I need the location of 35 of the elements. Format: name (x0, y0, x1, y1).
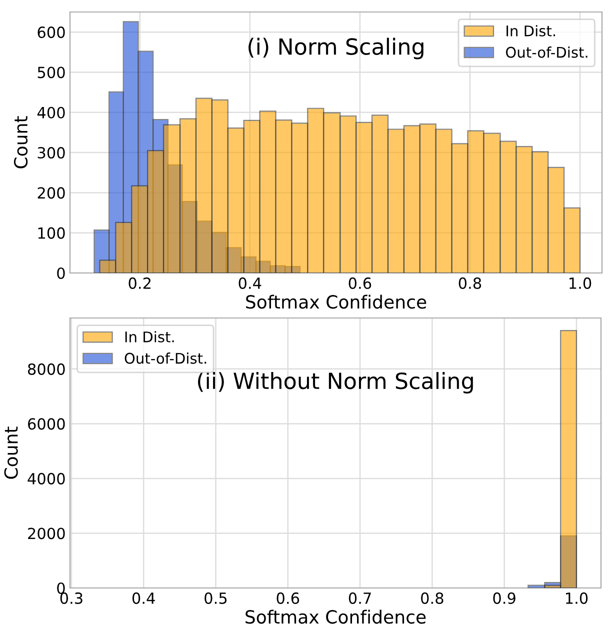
legend-label: Out-of-Dist. (124, 352, 206, 364)
y-tick-label: 6000 (28, 418, 65, 430)
x-tick-label: 0.8 (421, 592, 444, 604)
y-tick-label: 300 (38, 147, 65, 159)
legend-label: In Dist. (125, 331, 174, 342)
x-tick-label: 0.8 (458, 277, 482, 289)
x-tick-label: 0.3 (60, 592, 82, 604)
x-tick-label: 1.0 (570, 277, 592, 289)
x-axis-title: Softmax Confidence (246, 294, 426, 309)
y-tick-label: 0 (57, 267, 65, 280)
y-axis-title: Count (4, 426, 18, 479)
y-tick-label: 400 (37, 106, 65, 118)
y-tick-label: 8000 (28, 363, 65, 375)
y-tick-label: 600 (38, 26, 65, 38)
x-tick-label: 0.4 (132, 592, 155, 604)
y-tick-label: 0 (57, 582, 65, 594)
legend-label: In Dist. (506, 25, 555, 36)
y-tick-label: 100 (38, 227, 65, 239)
x-tick-label: 0.2 (128, 277, 150, 289)
y-tick-label: 500 (38, 66, 65, 78)
x-tick-label: 0.5 (204, 592, 227, 604)
annotation: (i) Norm Scaling (248, 38, 424, 60)
x-tick-label: 0.4 (238, 277, 262, 289)
x-tick-label: 1.0 (566, 592, 588, 604)
x-axis-title: Softmax Confidence (246, 610, 426, 624)
y-tick-label: 200 (38, 187, 65, 199)
y-tick-label: 2000 (28, 528, 65, 540)
x-tick-label: 0.7 (348, 592, 371, 604)
y-axis-title: Count (14, 116, 28, 168)
x-tick-label: 0.6 (348, 277, 372, 289)
x-tick-label: 0.6 (276, 592, 300, 604)
legend-label: Out-of-Dist. (506, 46, 588, 58)
x-tick-label: 0.9 (493, 592, 516, 604)
y-tick-label: 4000 (28, 472, 65, 484)
annotation: (ii) Without Norm Scaling (198, 372, 473, 394)
